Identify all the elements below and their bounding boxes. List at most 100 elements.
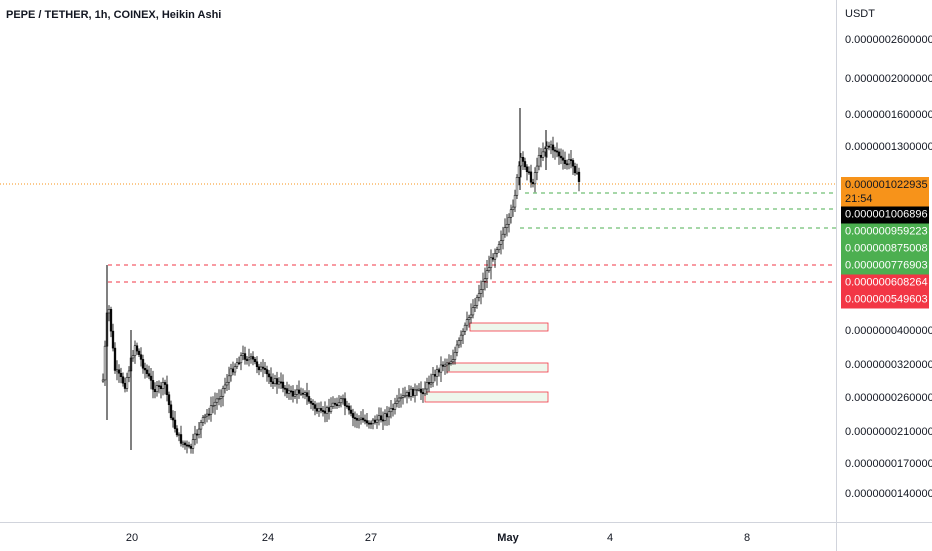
price-tick: 0.0000002000000 (845, 73, 932, 85)
candle-body (225, 381, 229, 386)
candle-body (459, 334, 463, 341)
candle-body (369, 422, 373, 425)
candle-body (153, 389, 157, 393)
candle-body (215, 398, 219, 403)
candle-body (101, 379, 105, 382)
time-axis[interactable]: 20 24 27 May 4 8 (0, 522, 836, 551)
candle-body (233, 366, 237, 373)
current-price-badge: 0.000001022935 21:54 (841, 177, 929, 207)
candle-body (173, 419, 177, 429)
candle-body (565, 163, 569, 166)
candle-body (499, 240, 503, 245)
candle-body (505, 223, 509, 228)
candle-body (425, 382, 429, 390)
candle-body (457, 340, 461, 346)
candle-body (571, 160, 575, 167)
candle-body (495, 249, 499, 254)
candle-body (285, 388, 289, 394)
candle-body (373, 419, 377, 423)
candle-body (123, 382, 127, 389)
candle-body (501, 233, 505, 241)
chart-area[interactable]: PEPE / TETHER, 1h, COINEX, Heikin Ashi (0, 0, 836, 522)
candle-body (213, 401, 217, 406)
candle-body (297, 389, 301, 394)
candle-body (245, 359, 249, 361)
zone-box-2[interactable] (446, 362, 549, 373)
candle-body (199, 422, 203, 430)
chart-canvas[interactable] (0, 0, 836, 522)
price-tick: 0.0000000140000 (845, 488, 932, 500)
candle-body (191, 439, 195, 449)
candle-body (261, 366, 265, 369)
candle-body (111, 330, 115, 349)
candle-body (341, 398, 345, 401)
candle-body (243, 353, 247, 360)
price-axis[interactable]: USDT 0.0000002600000 0.0000002000000 0.0… (836, 0, 932, 522)
candle-body (241, 353, 245, 356)
candle-body (419, 388, 423, 393)
candle-body (567, 159, 571, 165)
candle-body (349, 409, 353, 414)
candle-body (465, 319, 469, 326)
candle-body (483, 278, 487, 282)
candle-body (479, 289, 483, 294)
candle-body (463, 324, 467, 332)
candle-body (281, 381, 285, 389)
symbol-legend[interactable]: PEPE / TETHER, 1h, COINEX, Heikin Ashi (6, 9, 222, 21)
price-tick: 0.0000002600000 (845, 34, 932, 46)
candle-body (355, 418, 359, 421)
candle-body (139, 354, 143, 360)
candle-body (385, 413, 389, 418)
candle-body (535, 165, 539, 173)
candle-body (361, 417, 365, 421)
current-price-value: 0.000001022935 (845, 179, 928, 191)
candles-group (101, 108, 581, 454)
candle-body (521, 157, 525, 162)
candle-body (331, 402, 335, 407)
candle-body (475, 297, 479, 306)
candle-body (147, 373, 151, 377)
candle-body (439, 364, 443, 373)
zone-box-1[interactable] (469, 322, 549, 332)
price-tick: 0.0000000400000 (845, 325, 932, 337)
candle-body (217, 398, 221, 401)
candle-body (159, 385, 163, 389)
zone-box-3[interactable] (424, 391, 549, 403)
candle-body (547, 145, 551, 148)
candle-body (573, 165, 577, 174)
candle-body (549, 144, 553, 148)
candle-body (487, 267, 491, 272)
candle-body (207, 413, 211, 416)
candle-body (403, 395, 407, 397)
candle-body (203, 415, 207, 418)
candle-body (307, 396, 311, 402)
candle-body (441, 364, 445, 367)
candle-body (427, 382, 431, 385)
candle-body (397, 397, 401, 402)
candle-body (227, 375, 231, 383)
candle-body (251, 356, 255, 360)
candle-body (181, 442, 185, 445)
candle-body (311, 402, 315, 405)
candle-body (345, 405, 349, 408)
candle-body (113, 347, 117, 371)
candle-body (531, 181, 535, 185)
candle-body (575, 171, 579, 174)
candle-body (195, 433, 199, 436)
candle-body (393, 403, 397, 410)
candle-body (477, 293, 481, 298)
candle-body (109, 309, 113, 332)
candle-body (271, 381, 275, 384)
price-tick: 0.0000001300000 (845, 141, 932, 153)
candle-body (507, 217, 511, 225)
candle-body (347, 405, 351, 411)
candle-body (367, 422, 371, 425)
candle-body (481, 281, 485, 290)
candle-body (323, 410, 327, 414)
candle-body (513, 194, 517, 208)
candle-body (289, 390, 293, 393)
candle-body (411, 388, 415, 396)
candle-body (527, 171, 531, 174)
candle-body (313, 404, 317, 409)
candle-body (409, 388, 413, 397)
